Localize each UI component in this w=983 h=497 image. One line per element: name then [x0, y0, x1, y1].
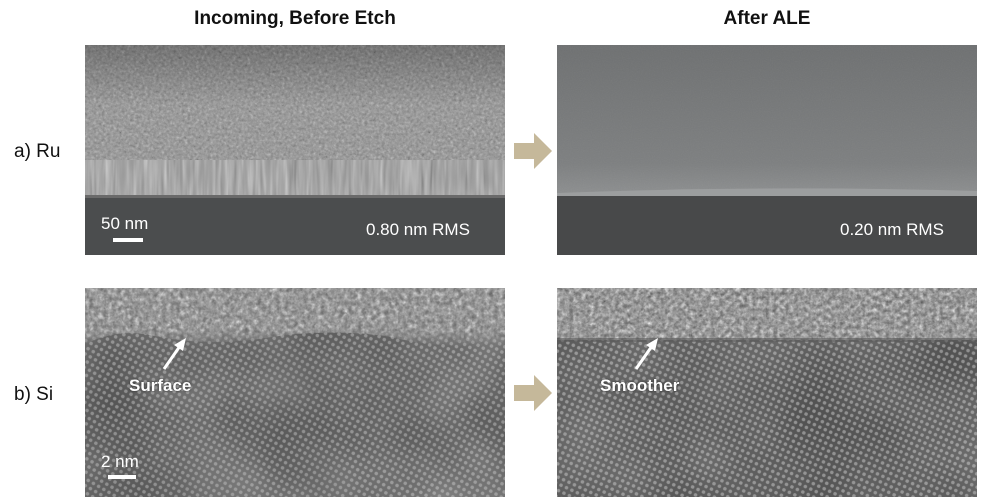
- ru-before-scale-bar: [113, 238, 143, 242]
- si-after-tem-graphic: [557, 288, 977, 497]
- ru-after-rms: 0.20 nm RMS: [840, 220, 944, 239]
- ru-after-sem-image: [557, 45, 977, 255]
- column-title-before: Incoming, Before Etch: [194, 8, 396, 29]
- si-before-tem-image: [85, 288, 505, 497]
- ru-after-sem-graphic: [557, 45, 977, 255]
- row-label-ru: a) Ru: [14, 141, 61, 162]
- row-label-si: b) Si: [14, 384, 54, 405]
- si-after-tem-image: [557, 288, 977, 497]
- ru-before-sem-graphic: [85, 45, 505, 255]
- si-before-annotation: Surface: [129, 376, 192, 395]
- si-before-pointer-arrow-icon: [162, 338, 186, 370]
- ru-before-sem-image: [85, 45, 505, 255]
- ru-before-rms: 0.80 nm RMS: [366, 220, 470, 239]
- si-after-annotation: Smoother: [600, 376, 680, 395]
- si-transition-right-arrow-icon: [514, 375, 552, 411]
- ru-before-scale-label: 50 nm: [101, 214, 149, 233]
- si-before-tem-graphic: [85, 288, 505, 497]
- column-title-after: After ALE: [723, 8, 811, 29]
- si-before-scale-bar: [108, 475, 136, 479]
- si-before-scale-label: 2 nm: [101, 452, 139, 471]
- si-after-pointer-arrow-icon: [634, 338, 658, 370]
- ru-transition-right-arrow-icon: [514, 133, 552, 169]
